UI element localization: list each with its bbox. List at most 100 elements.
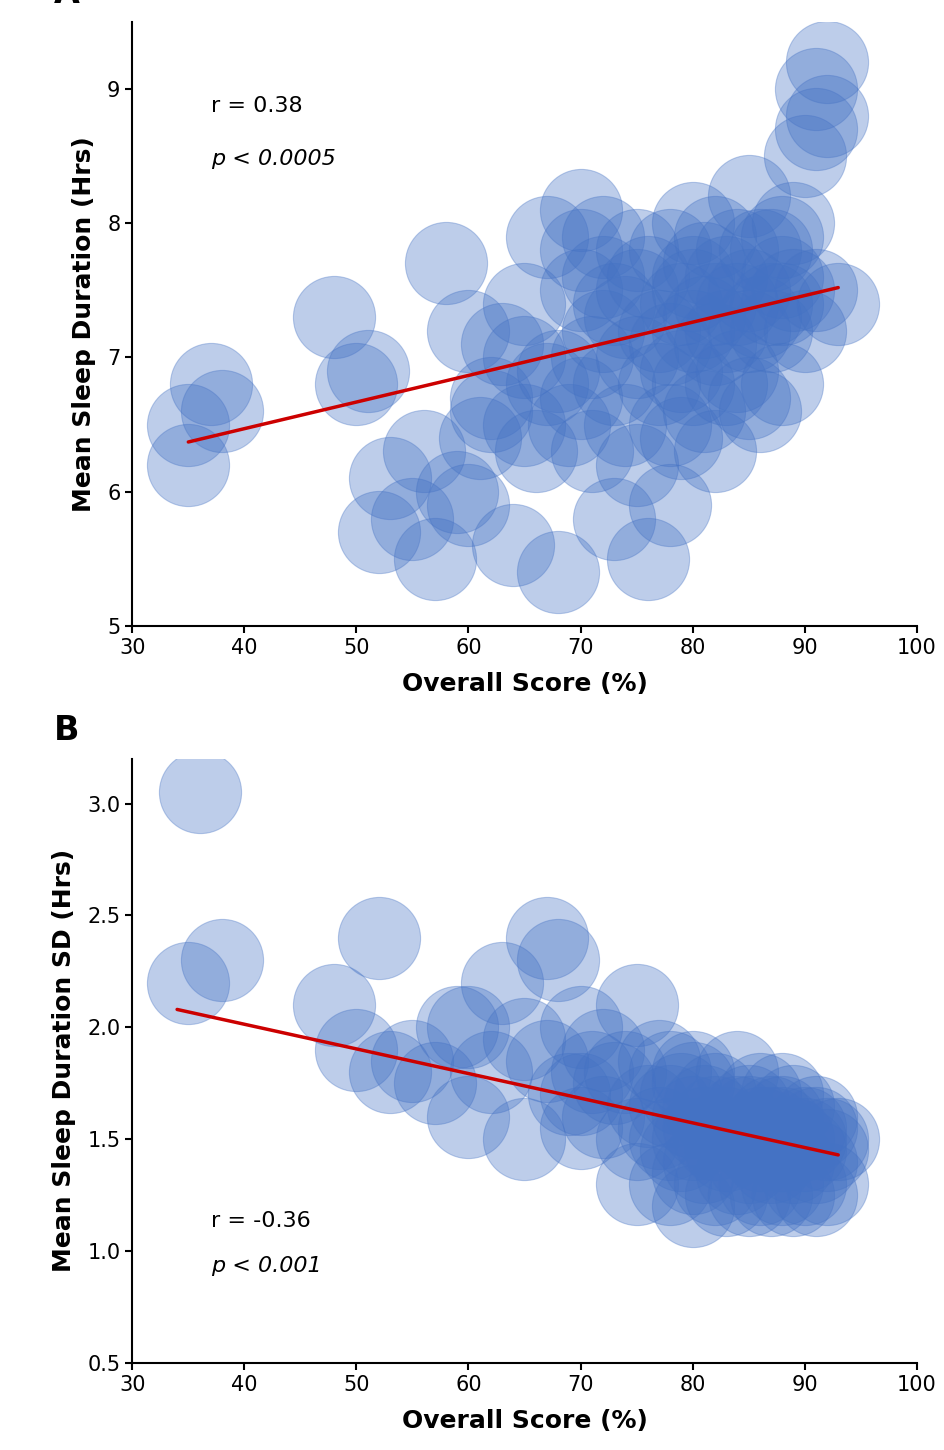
- Point: [639, 265, 654, 289]
- Point: [785, 1128, 801, 1151]
- Point: [214, 948, 229, 972]
- Point: [830, 291, 845, 315]
- Point: [629, 1128, 644, 1151]
- Point: [684, 1060, 700, 1083]
- Point: [785, 1183, 801, 1206]
- Point: [740, 386, 755, 409]
- Point: [461, 319, 476, 342]
- Point: [572, 199, 587, 222]
- Text: p < 0.001: p < 0.001: [211, 1256, 321, 1276]
- Point: [818, 104, 834, 128]
- X-axis label: Overall Score (%): Overall Score (%): [401, 1409, 647, 1433]
- Point: [807, 1116, 822, 1140]
- Point: [818, 1138, 834, 1161]
- Point: [662, 332, 677, 355]
- Point: [449, 480, 464, 503]
- Point: [774, 1083, 789, 1106]
- Point: [482, 1060, 497, 1083]
- Point: [818, 1128, 834, 1151]
- Point: [662, 1060, 677, 1083]
- Point: [214, 400, 229, 423]
- Point: [539, 225, 554, 248]
- Point: [662, 238, 677, 261]
- Point: [684, 1105, 700, 1128]
- Point: [472, 426, 487, 450]
- Point: [650, 319, 666, 342]
- Point: [729, 1105, 744, 1128]
- Point: [763, 238, 778, 261]
- Point: [415, 439, 430, 463]
- Point: [740, 184, 755, 207]
- Point: [326, 306, 341, 329]
- Point: [751, 1083, 767, 1106]
- Point: [662, 1173, 677, 1196]
- Point: [818, 1173, 834, 1196]
- Text: r = -0.36: r = -0.36: [211, 1211, 311, 1231]
- Point: [684, 265, 700, 289]
- Point: [561, 1083, 576, 1106]
- Point: [539, 927, 554, 950]
- Point: [629, 345, 644, 368]
- Point: [751, 1116, 767, 1140]
- Text: r = 0.38: r = 0.38: [211, 96, 302, 116]
- Point: [751, 238, 767, 261]
- Point: [639, 547, 654, 570]
- Point: [729, 360, 744, 383]
- Point: [516, 1128, 531, 1151]
- Point: [796, 145, 811, 168]
- Point: [774, 373, 789, 396]
- Point: [707, 291, 722, 315]
- Point: [404, 1050, 419, 1073]
- Point: [751, 400, 767, 423]
- Point: [763, 1150, 778, 1173]
- Point: [751, 1138, 767, 1161]
- Point: [583, 345, 598, 368]
- Point: [348, 1038, 363, 1061]
- Point: [763, 1116, 778, 1140]
- Point: [729, 1060, 744, 1083]
- Point: [482, 400, 497, 423]
- Point: [684, 1195, 700, 1218]
- Point: [785, 212, 801, 235]
- Point: [807, 278, 822, 302]
- Point: [539, 1050, 554, 1073]
- Point: [629, 278, 644, 302]
- Point: [572, 1016, 587, 1040]
- Point: [595, 265, 610, 289]
- Point: [360, 360, 375, 383]
- Point: [427, 547, 442, 570]
- Point: [404, 507, 419, 531]
- Point: [717, 319, 733, 342]
- Point: [550, 948, 565, 972]
- Point: [684, 1128, 700, 1151]
- Point: [461, 493, 476, 516]
- Point: [326, 993, 341, 1016]
- Point: [629, 454, 644, 477]
- Point: [707, 439, 722, 463]
- Point: [572, 238, 587, 261]
- Point: [807, 1150, 822, 1173]
- Point: [707, 1105, 722, 1128]
- Point: [382, 467, 397, 490]
- Point: [740, 278, 755, 302]
- Point: [550, 360, 565, 383]
- Point: [696, 1095, 711, 1118]
- Point: [572, 1083, 587, 1106]
- Point: [180, 972, 195, 995]
- Y-axis label: Mean Sleep Duration SD (Hrs): Mean Sleep Duration SD (Hrs): [52, 850, 76, 1273]
- Point: [774, 265, 789, 289]
- Point: [729, 1161, 744, 1185]
- Point: [684, 1072, 700, 1095]
- Point: [796, 1116, 811, 1140]
- Point: [650, 373, 666, 396]
- Point: [539, 373, 554, 396]
- Point: [684, 373, 700, 396]
- Point: [662, 493, 677, 516]
- Point: [774, 291, 789, 315]
- Point: [796, 1128, 811, 1151]
- Point: [729, 291, 744, 315]
- Point: [673, 1083, 688, 1106]
- Point: [707, 1083, 722, 1106]
- Point: [774, 1138, 789, 1161]
- Point: [763, 1105, 778, 1128]
